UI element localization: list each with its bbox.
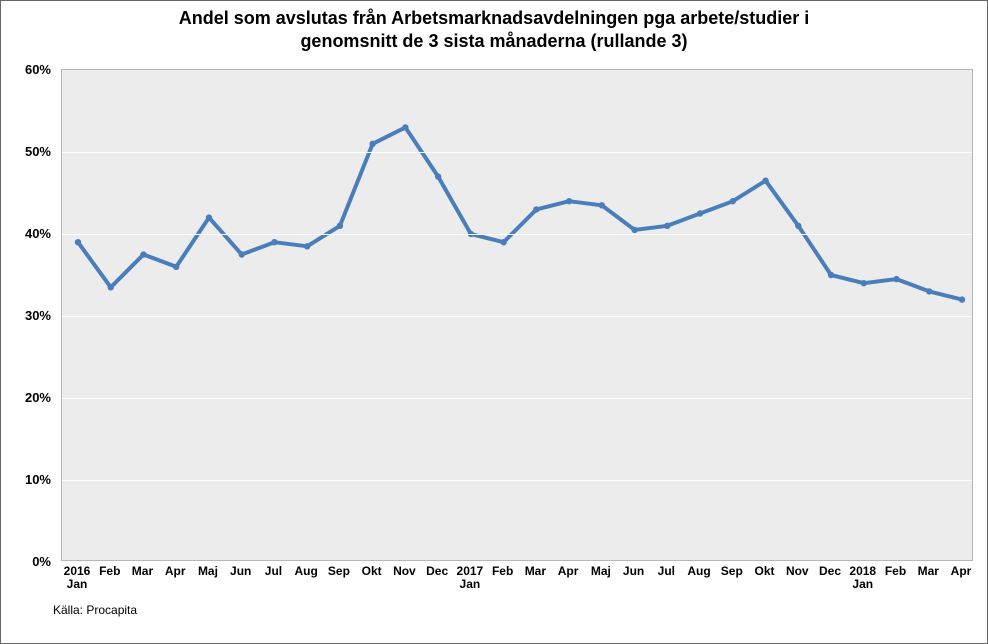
gridline [62,152,972,153]
gridline [62,316,972,317]
gridline [62,480,972,481]
x-tick-label: Apr [931,565,988,578]
data-point [959,296,965,302]
chart-title-line2: genomsnitt de 3 sista månaderna (rulland… [300,31,687,51]
data-point [795,223,801,229]
y-tick-label: 20% [1,390,51,405]
data-point [402,124,408,130]
data-point [926,288,932,294]
data-point [173,264,179,270]
data-point [304,243,310,249]
data-point [337,223,343,229]
data-point [500,239,506,245]
data-point [435,173,441,179]
data-point [893,276,899,282]
data-point [206,214,212,220]
data-point [239,251,245,257]
data-point [828,272,834,278]
data-point [271,239,277,245]
data-point [533,206,539,212]
chart-title: Andel som avslutas från Arbetsmarknadsav… [1,7,987,52]
data-point [697,210,703,216]
data-point [140,251,146,257]
chart-title-line1: Andel som avslutas från Arbetsmarknadsav… [179,8,810,28]
y-tick-label: 40% [1,226,51,241]
data-point [730,198,736,204]
data-point [108,284,114,290]
data-point [861,280,867,286]
y-tick-label: 10% [1,472,51,487]
plot-area [61,69,973,561]
data-point [566,198,572,204]
data-point [369,141,375,147]
y-tick-label: 30% [1,308,51,323]
data-point [762,178,768,184]
chart-frame: Andel som avslutas från Arbetsmarknadsav… [0,0,988,644]
gridline [62,234,972,235]
data-point [75,239,81,245]
data-point [664,223,670,229]
y-tick-label: 0% [1,554,51,569]
data-point [631,227,637,233]
source-label: Källa: Procapita [53,603,137,617]
gridline [62,398,972,399]
y-tick-label: 50% [1,144,51,159]
data-point [599,202,605,208]
y-tick-label: 60% [1,62,51,77]
